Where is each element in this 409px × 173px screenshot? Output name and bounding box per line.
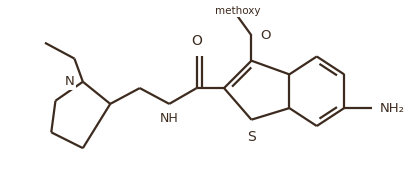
Text: methoxy: methoxy: [214, 6, 260, 16]
Text: N: N: [65, 75, 74, 88]
Text: O: O: [191, 34, 202, 48]
Text: NH: NH: [160, 112, 178, 125]
Text: NH₂: NH₂: [379, 102, 404, 115]
Text: O: O: [259, 29, 270, 42]
Text: S: S: [247, 130, 255, 144]
